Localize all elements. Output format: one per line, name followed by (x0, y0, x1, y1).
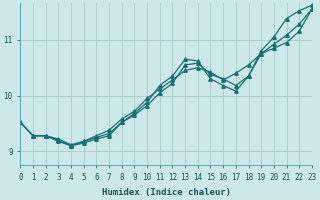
X-axis label: Humidex (Indice chaleur): Humidex (Indice chaleur) (102, 188, 231, 197)
